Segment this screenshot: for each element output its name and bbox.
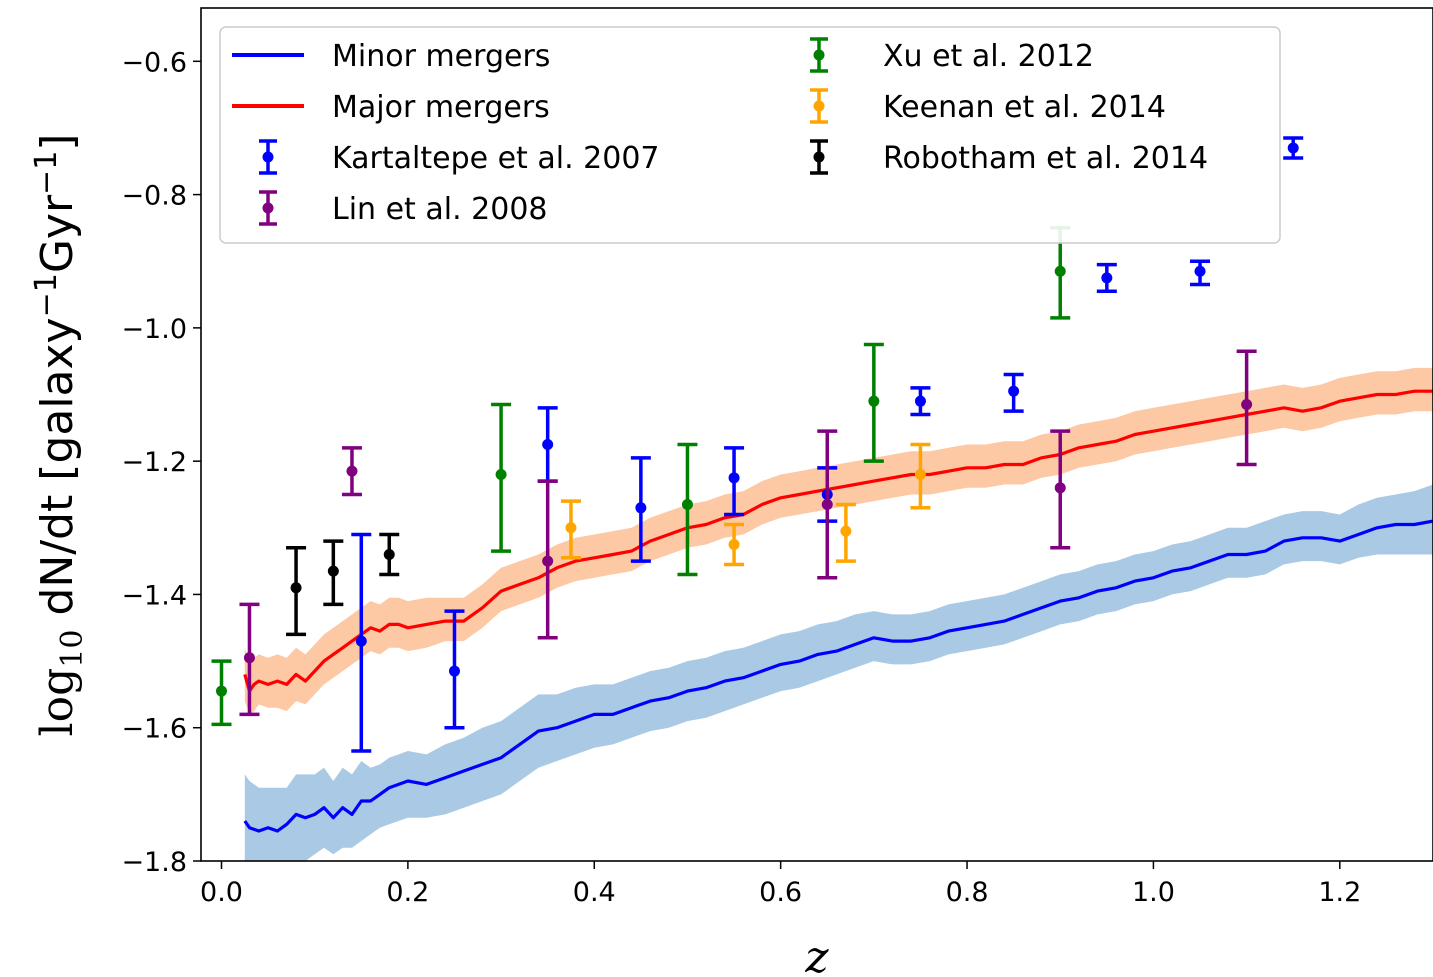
legend-entry-2: Kartaltepe et al. 2007 bbox=[259, 139, 660, 176]
legend-box bbox=[219, 26, 1281, 244]
x-tick-label-4: 0.8 bbox=[946, 877, 989, 908]
errorbar-point-1-3 bbox=[817, 429, 838, 580]
errorbar-point-4-1 bbox=[323, 539, 344, 607]
y-tick-label-0: −1.8 bbox=[121, 847, 187, 878]
legend: Minor mergers Major mergers Kartaltepe et … bbox=[219, 26, 1281, 244]
legend-label: Minor mergers bbox=[332, 39, 550, 74]
y-label-main: dN/dt [galaxy bbox=[32, 317, 83, 629]
errorbar-point-0-3 bbox=[630, 456, 651, 563]
legend-entry-3: Lin et al. 2008 bbox=[259, 190, 548, 227]
uncertainty-band-0 bbox=[244, 484, 1433, 861]
errorbar-point-3-1 bbox=[724, 522, 745, 567]
errorbar-point-3-2 bbox=[835, 502, 856, 563]
errorbar-point-0-10 bbox=[1283, 136, 1304, 160]
legend-label: Kartaltepe et al. 2007 bbox=[332, 141, 660, 176]
legend-label: Xu et al. 2012 bbox=[883, 39, 1094, 74]
y-label-gyr: Gyr bbox=[32, 194, 83, 273]
y-axis: −1.8 −1.6 −1.4 −1.2 −1.0 −0.8 −0.6 bbox=[121, 47, 201, 878]
legend-errorbar-swatch bbox=[259, 190, 277, 226]
legend-errorbar-swatch bbox=[810, 88, 828, 124]
x-tick-label-6: 1.2 bbox=[1318, 877, 1361, 908]
y-tick-label-3: −1.2 bbox=[121, 447, 187, 478]
errorbar-point-4-0 bbox=[286, 546, 307, 637]
y-tick-label-2: −1.4 bbox=[121, 580, 187, 611]
y-tick-label-6: −0.6 bbox=[121, 47, 187, 78]
y-tick-label-4: −1.0 bbox=[121, 314, 187, 345]
errorbar-point-3-0 bbox=[560, 499, 581, 560]
errorbar-point-2-1 bbox=[491, 402, 512, 553]
errorbar-point-0-8 bbox=[1096, 262, 1117, 293]
errorbar-point-1-5 bbox=[1236, 349, 1257, 467]
x-tick-label-0: 0.0 bbox=[200, 877, 243, 908]
errorbar-point-0-0 bbox=[351, 532, 372, 753]
legend-errorbar-swatch bbox=[810, 139, 828, 175]
y-label-log-subscript: 10 bbox=[55, 630, 90, 668]
y-label-sup2: −1 bbox=[29, 151, 64, 195]
legend-label: Robotham et al. 2014 bbox=[883, 141, 1208, 176]
legend-entry-1: Major mergers bbox=[232, 90, 550, 125]
errorbar-point-2-2 bbox=[677, 442, 698, 577]
errorbar-point-0-1 bbox=[444, 609, 465, 730]
errorbar-point-0-6 bbox=[910, 386, 931, 417]
x-tick-label-1: 0.2 bbox=[386, 877, 429, 908]
legend-label: Keenan et al. 2014 bbox=[883, 90, 1166, 125]
series-line-0 bbox=[243, 519, 1433, 833]
uncertainty-band-1 bbox=[244, 367, 1433, 715]
y-label-close-bracket: ] bbox=[32, 134, 83, 151]
legend-errorbar-swatch bbox=[259, 139, 277, 175]
y-tick-label-5: −0.8 bbox=[121, 181, 187, 212]
errorbar-point-4-2 bbox=[379, 532, 400, 577]
x-tick-label-5: 1.0 bbox=[1132, 877, 1175, 908]
y-tick-label-1: −1.6 bbox=[121, 714, 187, 745]
y-axis-label: log10 dN/dt [galaxy−1Gyr−1] bbox=[29, 134, 90, 737]
errorbar-point-1-2 bbox=[537, 479, 558, 640]
errorbar-point-2-0 bbox=[211, 659, 232, 727]
errorbar-point-1-1 bbox=[341, 446, 362, 497]
errorbar-point-1-0 bbox=[239, 602, 260, 717]
x-tick-label-3: 0.6 bbox=[759, 877, 802, 908]
y-label-sup1: −1 bbox=[29, 273, 64, 317]
legend-entry-0: Minor mergers bbox=[232, 39, 550, 74]
x-axis-label: z bbox=[804, 932, 829, 977]
legend-errorbar-swatch bbox=[810, 37, 828, 73]
legend-entry-6: Robotham et al. 2014 bbox=[810, 139, 1208, 176]
y-label-log: log bbox=[32, 668, 83, 737]
x-tick-label-2: 0.4 bbox=[573, 877, 616, 908]
plot-frame bbox=[200, 7, 1433, 862]
errorbar-point-2-3 bbox=[863, 342, 884, 463]
legend-entry-5: Keenan et al. 2014 bbox=[810, 88, 1166, 125]
plot-area bbox=[211, 136, 1433, 861]
errorbar-point-0-9 bbox=[1190, 259, 1211, 287]
x-axis: 0.0 0.2 0.4 0.6 0.8 1.0 1.2 bbox=[200, 861, 1361, 908]
errorbar-point-0-4 bbox=[724, 446, 745, 517]
errorbar-point-0-7 bbox=[1003, 372, 1024, 413]
legend-label: Major mergers bbox=[332, 90, 550, 125]
legend-entry-4: Xu et al. 2012 bbox=[810, 37, 1094, 74]
legend-label: Lin et al. 2008 bbox=[332, 192, 548, 227]
errorbar-point-1-4 bbox=[1050, 429, 1071, 550]
errorbar-point-3-3 bbox=[910, 442, 931, 510]
